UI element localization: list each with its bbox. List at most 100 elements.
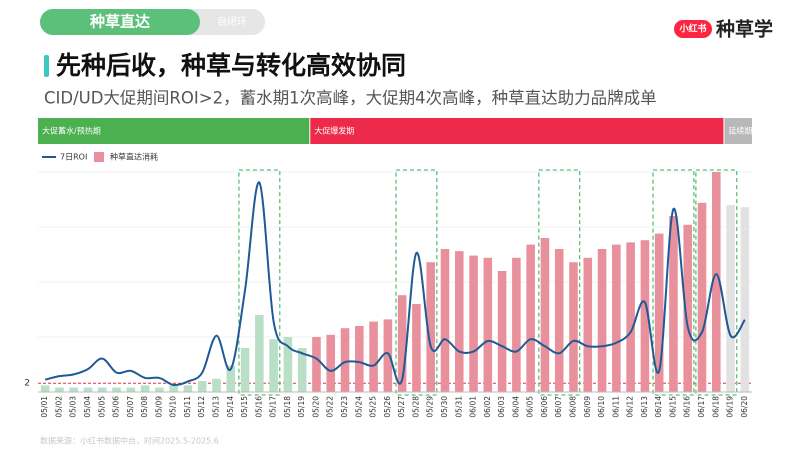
bar (740, 207, 750, 392)
source: 数据来源：小红书数据中台，时间2025.5-2025.6 (40, 436, 219, 446)
bar (240, 348, 250, 392)
bar (397, 295, 407, 392)
bar (554, 249, 564, 392)
legend-label: 种草直达消耗 (110, 152, 158, 162)
bar (283, 337, 293, 392)
bar (583, 257, 593, 392)
bar (126, 387, 136, 392)
x-tick-label: 05/23 (340, 396, 349, 418)
x-tick-label: 06/11 (611, 396, 620, 418)
x-tick-label: 06/17 (697, 396, 706, 418)
tab (40, 9, 200, 35)
bar (454, 251, 464, 392)
logo-badge (674, 20, 712, 38)
x-tick-label: 06/12 (626, 396, 635, 418)
x-tick-label: 05/10 (169, 396, 178, 418)
bar (140, 385, 150, 392)
bar (269, 339, 278, 392)
bar (197, 381, 207, 392)
x-tick-label: 05/08 (140, 396, 149, 418)
bar (326, 334, 336, 392)
bar (383, 319, 393, 392)
chart: 大促蓄水/预热期 大促爆发期 延续期 2 05/01 05/02 05/03 05/04 05/… (24, 118, 752, 418)
roi-line (44, 181, 746, 387)
title-accent (44, 55, 49, 77)
bar (597, 249, 607, 392)
x-tick-label: 05/20 (311, 396, 320, 418)
title: 先种后收，种草与转化高效协同 (56, 51, 406, 80)
x-tick-label: 05/03 (69, 396, 78, 418)
bar (83, 387, 93, 392)
x-tick-label: 06/18 (711, 396, 720, 418)
x-tick-label: 06/09 (583, 396, 592, 418)
subtitle: CID/UD大促期间ROI>2，蓄水期1次高峰，大促期4次高峰，种草直达助力品牌… (44, 89, 657, 108)
x-tick-label: 06/08 (569, 396, 578, 418)
x-tick-label: 05/09 (154, 396, 163, 418)
bar (640, 240, 650, 392)
bar (55, 387, 64, 392)
bar (497, 271, 507, 392)
x-tick-label: 05/26 (383, 396, 392, 418)
bar (226, 365, 236, 392)
bar (212, 378, 221, 392)
x-tick-label: 05/28 (411, 396, 420, 418)
tab-label: 种草直达 (89, 13, 150, 31)
bar (726, 205, 735, 392)
x-tick-label: 05/18 (283, 396, 292, 418)
logo-text: 种草学 (715, 18, 773, 41)
x-tick-label: 06/05 (526, 396, 535, 418)
bar (469, 255, 478, 392)
bar (155, 387, 164, 392)
bar (712, 172, 721, 392)
legend-label: 7日ROI (60, 153, 87, 162)
x-tick-label: 05/30 (440, 396, 449, 418)
x-tick-label: 06/10 (597, 396, 606, 418)
x-tick-label: 05/05 (97, 396, 106, 418)
bar (512, 257, 521, 392)
x-tick-label: 05/31 (454, 396, 463, 418)
x-tick-label: 05/12 (197, 396, 206, 418)
bar (683, 224, 693, 392)
x-tick-label: 06/07 (554, 396, 563, 418)
x-tick-label: 05/19 (297, 396, 306, 418)
bar (669, 216, 678, 392)
bar (255, 315, 264, 392)
bar (40, 385, 50, 392)
x-tick-label: 06/04 (511, 396, 520, 418)
x-tick-label: 05/14 (226, 396, 235, 418)
x-tick-label: 05/24 (354, 396, 363, 418)
x-tick-label: 06/16 (683, 396, 692, 418)
phase-band (724, 118, 752, 144)
phase-label: 延续期 (728, 126, 752, 136)
x-tick-label: 06/13 (640, 396, 649, 418)
x-tick-label: 06/14 (654, 396, 663, 418)
x-tick-label: 06/03 (497, 396, 506, 418)
phase-band (310, 118, 724, 144)
x-tick-label: 06/06 (540, 396, 549, 418)
bar (97, 387, 107, 392)
x-tick-label: 05/02 (54, 396, 63, 418)
x-tick-label: 05/22 (326, 396, 335, 418)
bar (540, 238, 550, 392)
phase-band (38, 118, 310, 144)
y-tick-label: 2 (24, 379, 30, 389)
bar (569, 262, 578, 392)
legend-swatch (94, 152, 104, 162)
x-tick-label: 05/16 (254, 396, 263, 418)
x-tick-label: 05/15 (240, 396, 249, 418)
logo-badge-text: 小红书 (678, 23, 706, 35)
bar (654, 233, 664, 392)
bar (612, 244, 621, 392)
bar (297, 348, 307, 392)
x-tick-label: 05/13 (212, 396, 221, 418)
bar (526, 244, 535, 392)
x-tick-label: 06/15 (668, 396, 677, 418)
bar (440, 249, 450, 392)
x-tick-label: 05/29 (426, 396, 435, 418)
bar (112, 387, 121, 392)
bar (355, 326, 364, 392)
x-tick-label: 05/06 (112, 396, 121, 418)
bar (426, 262, 435, 392)
tab-note: 自闭环 (217, 15, 247, 28)
